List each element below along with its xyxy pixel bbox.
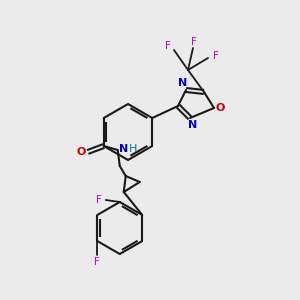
Text: N: N xyxy=(188,120,198,130)
Text: O: O xyxy=(76,147,86,157)
Text: O: O xyxy=(215,103,225,113)
Text: N: N xyxy=(119,144,128,154)
Text: H: H xyxy=(129,144,137,154)
Text: F: F xyxy=(165,41,171,51)
Text: N: N xyxy=(178,78,188,88)
Text: F: F xyxy=(96,195,102,205)
Text: F: F xyxy=(191,37,197,47)
Text: F: F xyxy=(94,257,100,267)
Text: F: F xyxy=(213,51,219,61)
